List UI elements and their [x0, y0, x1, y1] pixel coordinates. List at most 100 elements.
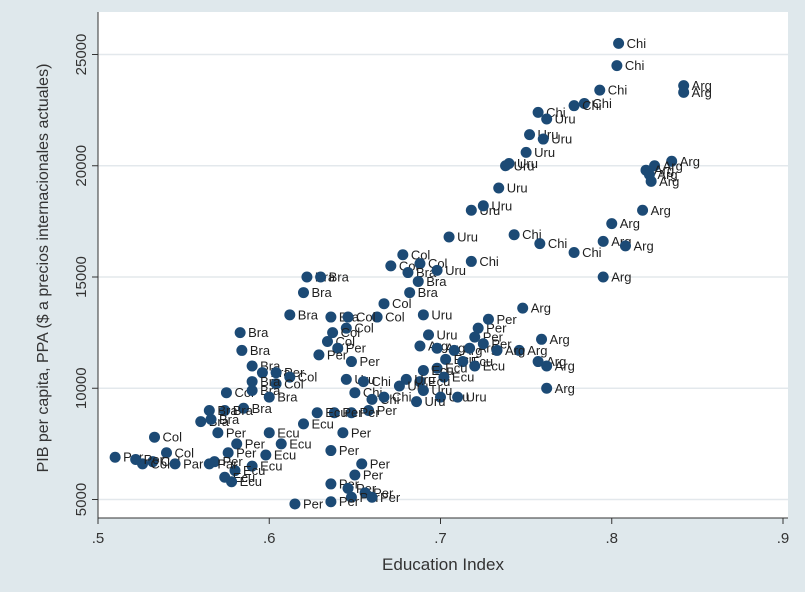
data-point-label: Bra	[426, 274, 447, 289]
data-point-label: Uru	[457, 229, 478, 244]
data-point	[345, 491, 357, 503]
data-point	[537, 133, 549, 145]
y-tick-label: 20000	[73, 145, 90, 187]
data-point	[520, 146, 532, 158]
data-point	[195, 416, 207, 428]
data-point-label: Uru	[551, 132, 572, 147]
data-point	[645, 175, 657, 187]
data-point-label: Chi	[608, 83, 628, 98]
data-point	[130, 453, 142, 465]
data-point	[357, 376, 369, 388]
data-point	[222, 447, 234, 459]
data-point	[423, 329, 435, 341]
data-point	[238, 402, 250, 414]
data-point-label: Per	[339, 494, 360, 509]
data-point-label: Per	[380, 490, 401, 505]
data-point	[411, 396, 423, 408]
data-point-label: Arg	[654, 163, 674, 178]
data-point-label: Ecu	[483, 359, 505, 374]
data-point	[366, 491, 378, 503]
data-point	[378, 298, 390, 310]
data-point	[203, 458, 215, 470]
data-point-label: Per	[339, 443, 360, 458]
data-point	[263, 427, 275, 439]
data-point-label: Arg	[663, 158, 683, 173]
data-point-label: Ecu	[233, 470, 255, 485]
data-point-label: Ecu	[325, 405, 347, 420]
data-point	[443, 231, 455, 243]
data-point	[109, 451, 121, 463]
data-point-label: Col	[385, 310, 405, 325]
data-point	[363, 405, 375, 416]
data-point-label: Par	[217, 456, 238, 471]
data-point-label: Bra	[277, 390, 298, 405]
data-point-label: Chi	[627, 36, 647, 51]
data-point	[400, 373, 412, 385]
data-point	[340, 322, 352, 334]
data-point-label: Per	[303, 496, 324, 511]
data-point	[298, 287, 309, 299]
data-point	[404, 287, 416, 299]
y-axis-label: PIB per capita, PPA ($ a precios interna…	[35, 64, 52, 473]
data-point	[431, 264, 443, 276]
data-point-label: Arg	[555, 381, 575, 396]
data-point	[637, 204, 649, 216]
data-point-label: Col	[411, 247, 431, 262]
data-point-label: Ecu	[277, 425, 299, 440]
data-point	[212, 427, 224, 439]
data-point	[246, 360, 258, 372]
data-point-label: Bra	[219, 412, 240, 427]
data-point-label: Per	[226, 425, 247, 440]
data-point	[311, 407, 323, 419]
y-ticks: 5000 10000 15000 20000 25000	[73, 34, 98, 516]
data-point	[325, 496, 337, 508]
data-point	[536, 333, 548, 345]
data-point	[260, 449, 272, 461]
data-point	[532, 356, 544, 368]
data-point-label: Arg	[531, 301, 551, 316]
data-point	[666, 155, 678, 167]
x-tick-label: .8	[605, 530, 618, 547]
data-point-label: Uru	[491, 198, 512, 213]
data-point-label: Bra	[298, 307, 319, 322]
data-point-label: Per	[377, 403, 398, 418]
data-point-label: Per	[245, 436, 266, 451]
data-point	[417, 384, 429, 396]
y-tick-label: 25000	[73, 34, 90, 76]
data-point	[393, 380, 405, 392]
data-point	[313, 349, 325, 361]
data-point	[534, 238, 546, 250]
data-point	[203, 405, 215, 416]
data-point-label: Bra	[233, 403, 254, 418]
data-point	[417, 309, 429, 321]
axes	[97, 12, 788, 519]
data-point-label: Chi	[625, 58, 645, 73]
data-point	[431, 362, 443, 374]
data-point-label: Col	[151, 456, 171, 471]
data-point-label: Ecu	[428, 374, 450, 389]
data-point-label: Arg	[659, 174, 679, 189]
data-point	[414, 258, 426, 270]
data-point	[234, 327, 246, 339]
data-point	[477, 338, 489, 350]
data-point	[397, 249, 409, 261]
data-point-label: Chi	[522, 227, 542, 242]
data-point	[147, 456, 159, 468]
x-tick-label: .6	[263, 530, 276, 547]
data-point	[611, 60, 623, 72]
data-point	[325, 445, 337, 457]
data-point	[597, 235, 609, 247]
data-point	[340, 373, 352, 385]
data-point	[469, 331, 481, 343]
data-point	[469, 360, 481, 372]
data-point	[568, 100, 580, 112]
data-point	[402, 267, 414, 279]
data-point	[508, 229, 520, 241]
data-point	[220, 387, 232, 399]
data-point-label: Arg	[680, 154, 700, 169]
data-point	[246, 460, 258, 472]
data-point-label: Chi	[392, 390, 412, 405]
data-point	[327, 327, 339, 339]
x-tick-label: .5	[92, 530, 105, 547]
